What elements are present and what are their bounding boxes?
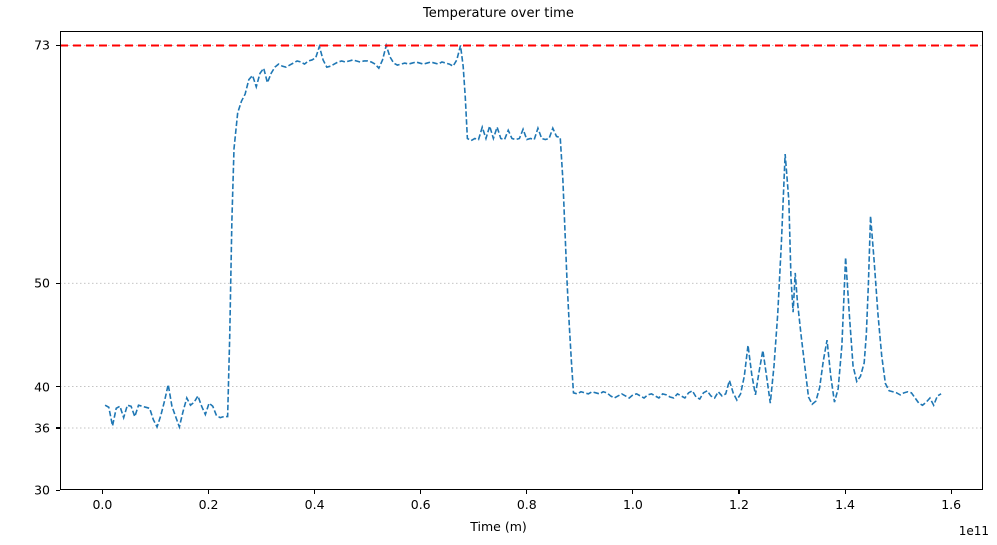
data-line-0	[104, 42, 942, 430]
x-tick-label: 1.6	[941, 497, 962, 512]
y-tick-mark	[56, 282, 60, 284]
x-tick-label: 0.2	[198, 497, 219, 512]
x-tick-label: 1.2	[729, 497, 749, 512]
x-tick-mark	[632, 490, 634, 494]
y-axis-label: Celsius	[0, 205, 3, 250]
plot-area	[60, 31, 983, 490]
x-tick-mark	[314, 490, 316, 494]
x-tick-label: 0.6	[410, 497, 431, 512]
y-tick-mark	[56, 44, 60, 47]
x-tick-mark	[208, 490, 210, 494]
y-tick-label: 30	[34, 482, 50, 498]
data-series-group	[104, 42, 942, 430]
chart-title: Temperature over time	[422, 6, 575, 21]
x-tick-label: 1.0	[622, 497, 643, 512]
x-tick-mark	[101, 490, 104, 494]
y-tick-label: 50	[34, 275, 50, 291]
x-tick-mark	[420, 490, 422, 494]
y-tick-mark	[56, 489, 60, 491]
x-tick-mark	[526, 490, 528, 494]
y-tick-label: 73	[34, 37, 50, 53]
y-tick-label: 40	[34, 379, 50, 395]
x-tick-label: 1.4	[835, 497, 856, 512]
y-tick-mark	[56, 386, 60, 388]
y-tick-mark	[56, 427, 60, 429]
x-tick-mark	[844, 490, 846, 494]
plot-canvas	[60, 42, 983, 430]
x-axis-label: Time (m)	[470, 519, 527, 534]
x-axis-exponent-label: 1e11	[958, 524, 989, 538]
x-tick-label: 0.0	[92, 497, 113, 512]
x-tick-mark	[738, 490, 740, 494]
gridlines	[60, 45, 983, 429]
y-tick-label: 36	[34, 420, 50, 436]
x-tick-label: 0.8	[516, 497, 537, 512]
x-tick-label: 0.4	[304, 497, 325, 512]
x-tick-mark	[950, 490, 952, 494]
